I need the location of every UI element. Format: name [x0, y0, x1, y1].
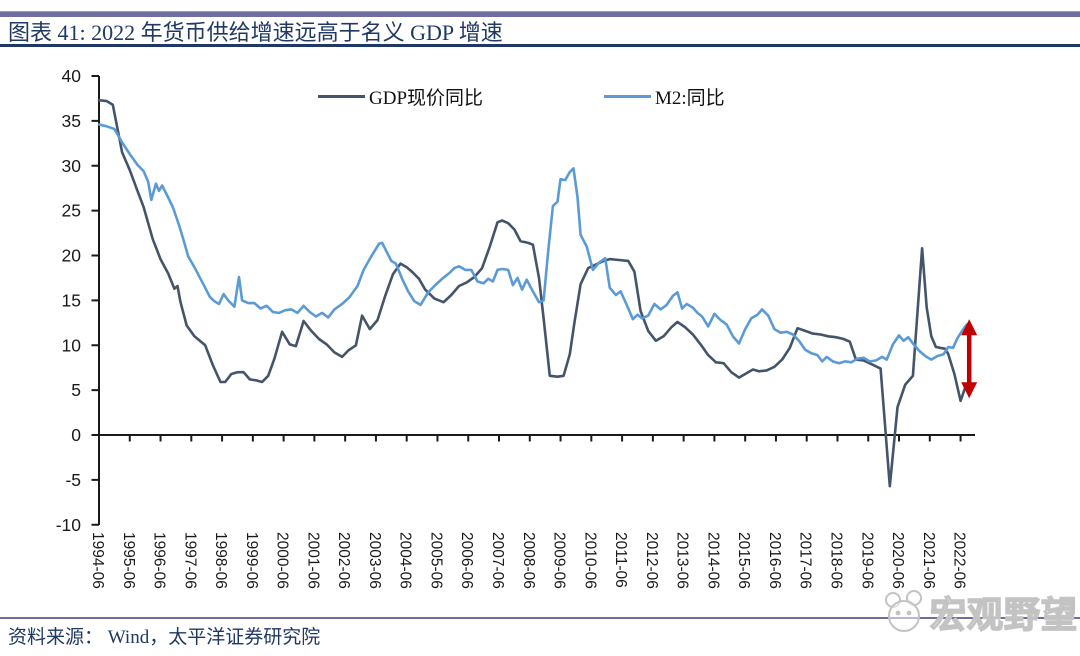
- x-tick-label-group: 2007-06: [489, 532, 506, 589]
- x-tick-label: 1995-06: [120, 532, 137, 589]
- x-tick-label-group: 2017-06: [797, 532, 814, 589]
- x-tick-label-group: 2006-06: [458, 532, 475, 589]
- y-tick-label: -5: [65, 470, 81, 490]
- x-tick-label: 1994-06: [89, 532, 106, 589]
- x-tick-label-group: 2000-06: [274, 532, 291, 589]
- x-tick-label-group: 2013-06: [674, 532, 691, 589]
- x-tick-label: 1996-06: [151, 532, 168, 589]
- x-tick-label-group: 1996-06: [151, 532, 168, 589]
- y-tick-label: 0: [71, 425, 81, 445]
- gdp-series-line: [97, 98, 968, 488]
- x-tick-label-group: 1995-06: [120, 532, 137, 589]
- x-tick-label: 2019-06: [858, 532, 875, 589]
- x-tick-label-group: 1994-06: [89, 532, 106, 589]
- source-line: 资料来源： Wind，太平洋证券研究院: [8, 627, 321, 648]
- gdp-line-swatch: [318, 95, 365, 98]
- x-tick-label: 2007-06: [489, 532, 506, 589]
- x-tick-label: 2009-06: [551, 532, 568, 589]
- m2-line-swatch: [604, 95, 651, 98]
- x-tick-label: 2000-06: [274, 532, 291, 589]
- x-tick-label-group: 2018-06: [827, 532, 844, 589]
- x-tick-label: 2002-06: [335, 532, 352, 589]
- x-tick-label: 2015-06: [735, 532, 752, 589]
- x-tick-label: 1998-06: [212, 532, 229, 589]
- x-tick-label-group: 2012-06: [643, 532, 660, 589]
- y-tick-label: 30: [62, 156, 82, 176]
- x-tick-label: 2022-06: [951, 532, 968, 589]
- x-tick-label: 2005-06: [427, 532, 444, 589]
- x-tick-label-group: 2022-06: [951, 532, 968, 589]
- x-tick-label-group: 2019-06: [858, 532, 875, 589]
- gap-arrow-head-up: [961, 319, 978, 336]
- x-tick-label: 2013-06: [674, 532, 691, 589]
- x-tick-label-group: 2020-06: [889, 532, 906, 589]
- y-tick-label: 20: [62, 246, 82, 266]
- x-tick-label-group: 2015-06: [735, 532, 752, 589]
- x-tick-label-group: 2005-06: [427, 532, 444, 589]
- x-tick-label: 2010-06: [581, 532, 598, 589]
- x-tick-label: 2004-06: [397, 532, 414, 589]
- x-tick-label: 2018-06: [827, 532, 844, 589]
- x-tick-label: 2003-06: [366, 532, 383, 589]
- x-tick-label: 2014-06: [704, 532, 721, 589]
- x-tick-label-group: 2004-06: [397, 532, 414, 589]
- x-tick-label-group: 2016-06: [766, 532, 783, 589]
- x-tick-label: 2020-06: [889, 532, 906, 589]
- y-tick-label: 15: [62, 290, 81, 310]
- x-tick-label-group: 1999-06: [243, 532, 260, 589]
- x-tick-label-group: 2010-06: [581, 532, 598, 589]
- x-tick-label-group: 2002-06: [335, 532, 352, 589]
- x-tick-label: 2016-06: [766, 532, 783, 589]
- y-tick-label: 40: [62, 66, 82, 86]
- bottom-divider-band: [0, 617, 1080, 619]
- m2-series-line: [97, 123, 968, 365]
- y-tick-label: 25: [62, 201, 81, 221]
- x-tick-label: 2008-06: [520, 532, 537, 589]
- legend-item-gdp: GDP现价同比: [318, 83, 483, 110]
- x-tick-label-group: 2014-06: [704, 532, 721, 589]
- x-tick-label: 1997-06: [181, 532, 198, 589]
- x-tick-label: 2021-06: [920, 532, 937, 589]
- title-underline: [0, 44, 1080, 47]
- legend-label-m2: M2:同比: [655, 88, 725, 109]
- x-tick-label-group: 2011-06: [612, 532, 629, 588]
- y-tick-label: -10: [56, 515, 82, 535]
- x-tick-label-group: 2009-06: [551, 532, 568, 589]
- legend-item-m2: M2:同比: [604, 83, 725, 110]
- x-tick-label-group: 2021-06: [920, 532, 937, 589]
- gap-arrow-head-down: [961, 382, 978, 399]
- x-tick-label-group: 1998-06: [212, 532, 229, 589]
- x-tick-label: 2017-06: [797, 532, 814, 589]
- y-tick-label: 5: [71, 380, 81, 400]
- x-tick-label: 2001-06: [304, 532, 321, 589]
- x-tick-label-group: 2008-06: [520, 532, 537, 589]
- top-divider-band: [0, 11, 1080, 17]
- y-tick-label: 35: [62, 111, 81, 131]
- x-tick-label-group: 2001-06: [304, 532, 321, 589]
- page-title: 图表 41: 2022 年货币供给增速远高于名义 GDP 增速: [8, 20, 503, 45]
- x-tick-label-group: 2003-06: [366, 532, 383, 589]
- y-tick-label: 10: [62, 335, 82, 355]
- x-tick-label: 2006-06: [458, 532, 475, 589]
- x-tick-label: 1999-06: [243, 532, 260, 589]
- x-tick-label-group: 1997-06: [181, 532, 198, 589]
- x-tick-label: 2011-06: [612, 532, 629, 588]
- legend-label-gdp: GDP现价同比: [369, 88, 484, 109]
- x-tick-label: 2012-06: [643, 532, 660, 589]
